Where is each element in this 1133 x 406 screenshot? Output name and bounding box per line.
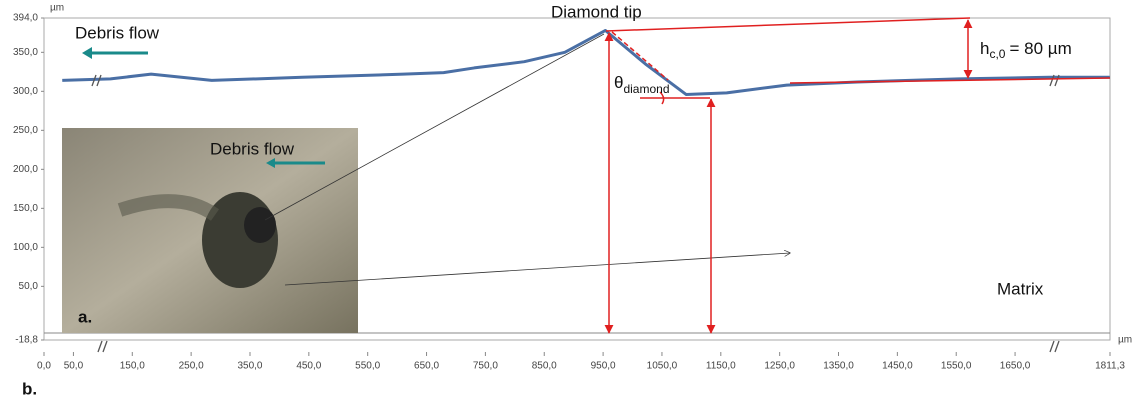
x-tick-label: 750,0 [473, 361, 498, 372]
y-tick-label: 350,0 [13, 47, 38, 58]
figure-label: b. [22, 379, 37, 398]
y-unit: µm [50, 3, 64, 14]
y-tick-label: 150,0 [13, 203, 38, 214]
annotation: Diamond tip [551, 2, 642, 21]
profile-line [62, 28, 1110, 96]
x-tick-label: 450,0 [296, 361, 321, 372]
pointer [264, 33, 605, 221]
annotation: Debris flow [75, 23, 160, 42]
y-tick-label: 100,0 [13, 242, 38, 253]
annotation-h: h [980, 39, 989, 58]
x-tick-label: 550,0 [355, 361, 380, 372]
inset-label: a. [78, 307, 92, 326]
x-tick-label: 1350,0 [823, 361, 854, 372]
y-tick-label: 200,0 [13, 164, 38, 175]
x-tick-label: 1550,0 [941, 361, 972, 372]
annotation: θdiamond [614, 73, 670, 96]
x-tick-label: 1811,3 [1095, 361, 1125, 372]
x-tick-label: 350,0 [237, 361, 262, 372]
x-tick-label: 150,0 [120, 361, 145, 372]
x-tick-label: 1650,0 [1000, 361, 1031, 372]
annotation-sub: diamond [623, 82, 669, 96]
inset-annotation: Debris flow [210, 139, 295, 158]
annotation-theta: θ [614, 73, 623, 92]
x-tick-label: 850,0 [532, 361, 557, 372]
x-tick-label: 1250,0 [764, 361, 795, 372]
axis-break [91, 74, 1060, 353]
inset-photo: a. Debris flow [62, 128, 358, 333]
annotation-sub: c,0 [989, 47, 1005, 61]
annotation-value: = 80 µm [1009, 39, 1071, 58]
x-tick-label: 1150,0 [706, 361, 736, 372]
plot-frame [43, 17, 1111, 341]
annotation: hc,0 = 80 µm [980, 39, 1072, 61]
y-tick-label: 50,0 [19, 281, 39, 292]
dimension-lines [604, 17, 1111, 334]
pointer [284, 253, 790, 286]
x-unit: µm [1118, 335, 1132, 346]
y-tick-label: -18,8 [15, 335, 38, 346]
y-tick-label: 300,0 [13, 86, 38, 97]
x-tick-label: 650,0 [414, 361, 439, 372]
x-tick-label: 1050,0 [647, 361, 678, 372]
x-tick-label: 0,0 [37, 361, 51, 372]
x-tick-label: 250,0 [179, 361, 204, 372]
x-tick-label: 1450,0 [882, 361, 913, 372]
y-tick-label: 394,0 [13, 13, 38, 24]
x-tick-label: 950,0 [591, 361, 616, 372]
x-tick-label: 50,0 [64, 361, 84, 372]
annotation: Matrix [997, 279, 1044, 298]
y-tick-label: 250,0 [13, 125, 38, 136]
